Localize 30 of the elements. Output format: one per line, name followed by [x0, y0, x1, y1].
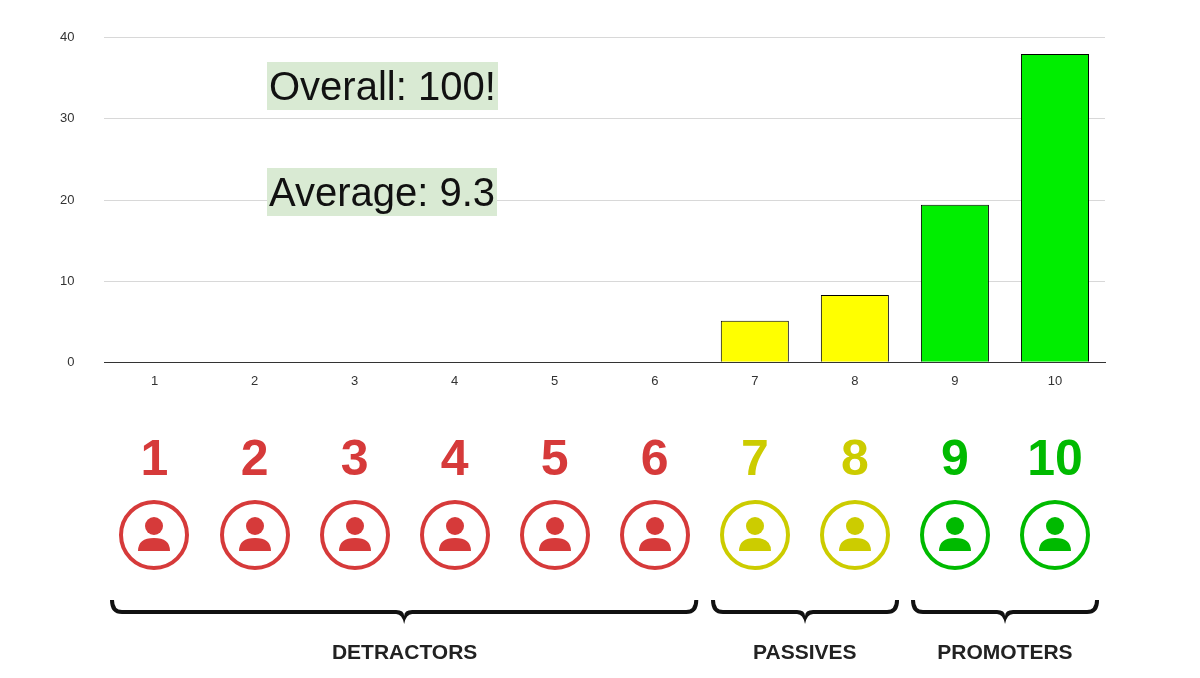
category-label: 10 — [1027, 430, 1083, 486]
annotation: Average: 9.3 — [267, 168, 498, 216]
x-tick-label: 7 — [751, 372, 759, 388]
annotation: Overall: 100! — [267, 62, 498, 110]
category-label: 5 — [540, 430, 569, 486]
y-tick-label: 40 — [59, 29, 75, 45]
x-tick-label: 10 — [1047, 372, 1063, 388]
text: PASSIVES — [753, 640, 857, 664]
category-label: 2 — [240, 430, 269, 486]
category-label: 3 — [340, 430, 369, 486]
x-tick-label: 1 — [150, 372, 159, 388]
x-tick-label: 6 — [651, 372, 659, 388]
text: DETRACTORS — [331, 640, 478, 664]
category-label: 8 — [840, 430, 869, 486]
category-label: 9 — [941, 430, 969, 486]
x-tick-label: 9 — [951, 372, 959, 388]
x-tick-label: 8 — [851, 372, 859, 388]
x-tick-label: 5 — [551, 372, 559, 388]
x-tick-label: 4 — [451, 372, 459, 388]
y-tick-label: 20 — [59, 191, 75, 207]
y-tick-label: 0 — [67, 353, 75, 369]
y-tick-label: 30 — [59, 110, 75, 126]
x-tick-label: 3 — [350, 372, 359, 388]
category-label: 6 — [640, 430, 669, 486]
category-label: 1 — [140, 430, 169, 486]
category-label: 7 — [740, 430, 769, 486]
category-label: 4 — [440, 430, 469, 486]
x-tick-label: 2 — [250, 372, 259, 388]
text: PROMOTERS — [937, 640, 1073, 664]
y-tick-label: 10 — [59, 272, 75, 288]
